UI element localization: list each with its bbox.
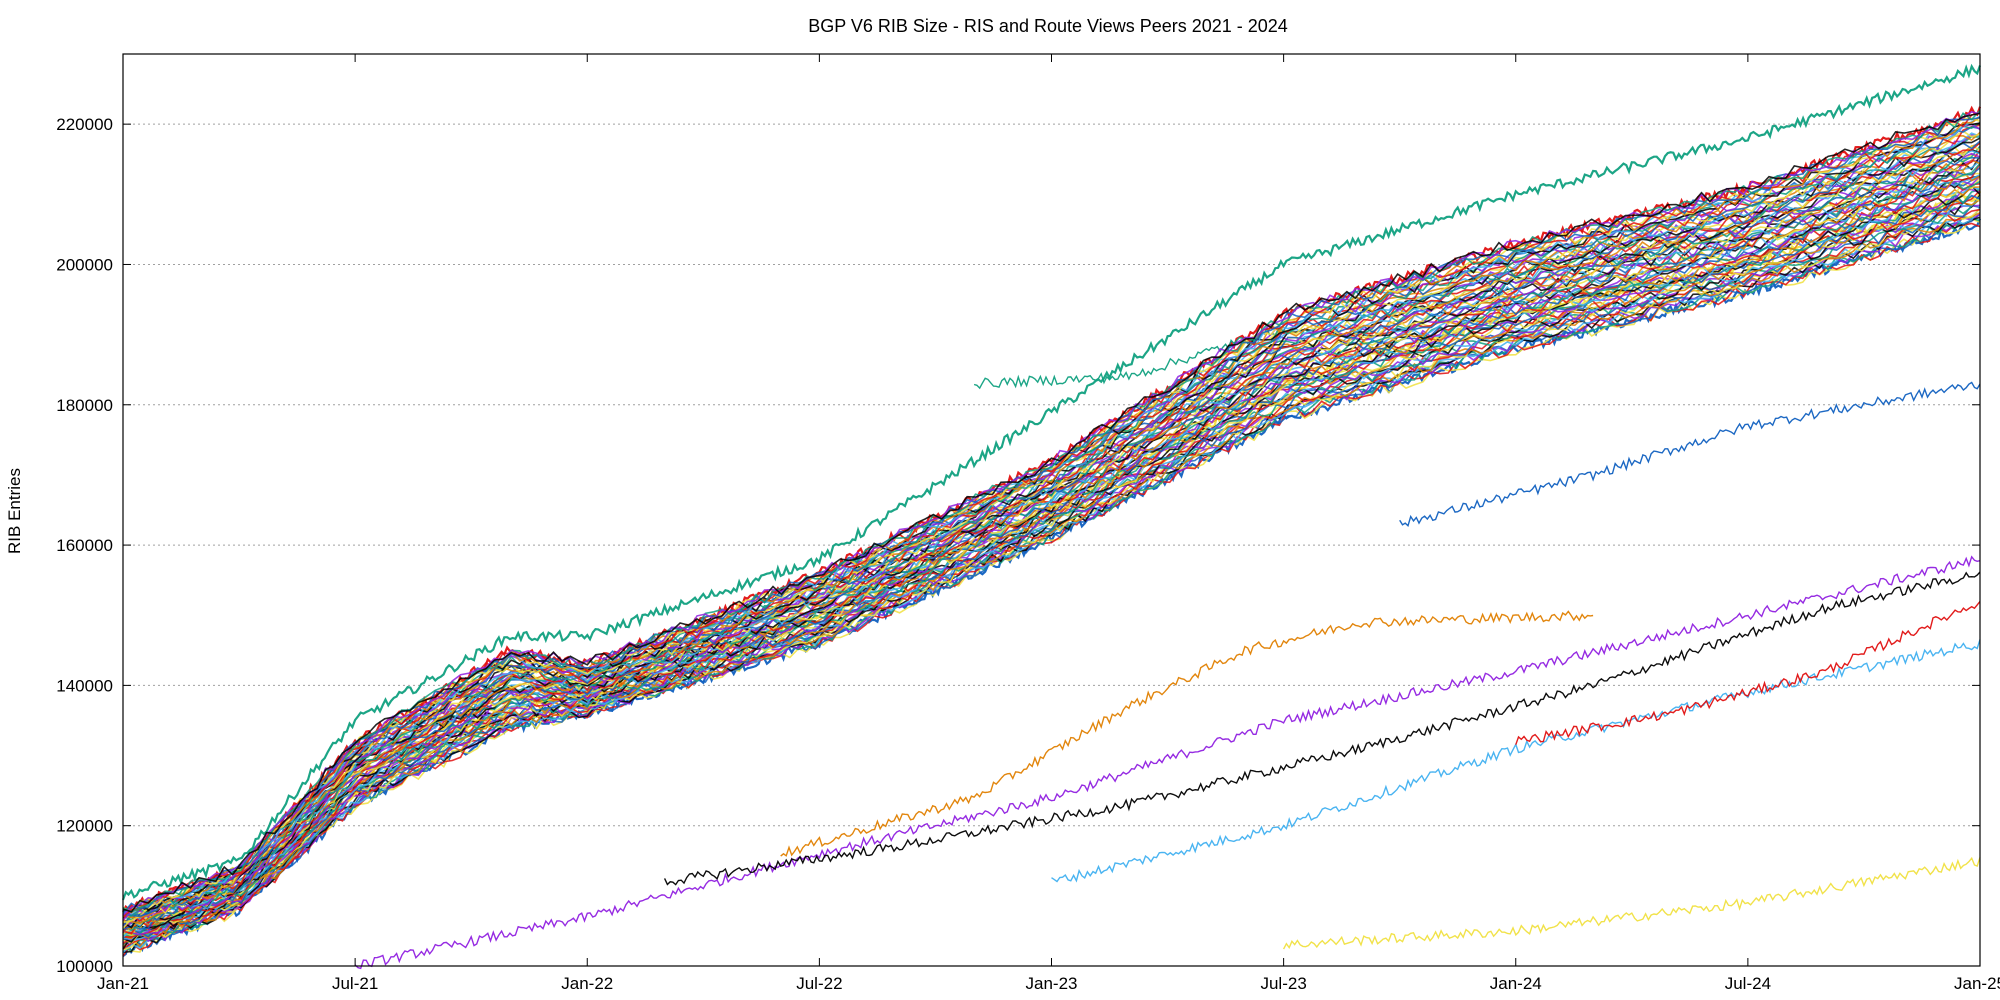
- x-tick-label: Jul-22: [796, 974, 842, 993]
- x-tick-label: Jan-22: [561, 974, 613, 993]
- y-tick-label: 120000: [56, 817, 113, 836]
- y-tick-label: 180000: [56, 396, 113, 415]
- series-line: [973, 324, 1285, 390]
- peer-trace: [122, 195, 1981, 942]
- peer-trace: [122, 206, 1981, 954]
- series-line: [1282, 856, 1981, 950]
- peer-trace: [122, 213, 1981, 948]
- peer-trace: [122, 184, 1981, 943]
- peer-trace: [122, 211, 1981, 948]
- axes: 100000 120000 140000 160000 180000 200000 2200…: [56, 53, 2000, 993]
- peer-trace: [122, 144, 1981, 929]
- peer-trace: [122, 197, 1981, 946]
- peer-trace: [122, 160, 1981, 934]
- y-tick-label: 160000: [56, 536, 113, 555]
- x-tick-label: Jan-21: [97, 974, 149, 993]
- series-line: [663, 571, 1981, 886]
- y-tick-label: 100000: [56, 957, 113, 976]
- x-tick-label: Jan-25: [1954, 974, 2000, 993]
- peer-trace: [122, 110, 1981, 913]
- peer-trace: [122, 218, 1981, 953]
- peer-trace: [122, 189, 1981, 945]
- peer-trace: [122, 208, 1981, 951]
- x-tick-label: Jul-21: [332, 974, 378, 993]
- y-tick-label: 220000: [56, 115, 113, 134]
- peer-trace: [122, 216, 1981, 954]
- peer-trace: [122, 175, 1981, 935]
- peer-trace: [122, 194, 1981, 950]
- peer-trace: [122, 208, 1981, 950]
- peer-trace: [122, 204, 1981, 943]
- series-line: [1515, 601, 1981, 745]
- series-line: [122, 218, 1982, 957]
- peer-trace: [122, 186, 1981, 940]
- peer-trace: [122, 195, 1981, 944]
- peer-trace: [122, 213, 1981, 954]
- series-line: [121, 63, 1982, 901]
- plot-area: [121, 63, 1982, 970]
- peer-trace: [122, 111, 1981, 916]
- series-line: [780, 610, 1594, 857]
- y-tick-label: 200000: [56, 255, 113, 274]
- peer-trace: [122, 199, 1981, 942]
- chart-title: BGP V6 RIB Size - RIS and Route Views Pe…: [808, 16, 1288, 36]
- x-tick-label: Jan-24: [1490, 974, 1542, 993]
- y-tick-label: 140000: [56, 676, 113, 695]
- series-line: [1399, 381, 1981, 527]
- peer-trace: [122, 222, 1981, 957]
- peer-trace: [122, 140, 1981, 927]
- peer-trace: [122, 137, 1981, 919]
- peer-trace: [122, 215, 1981, 952]
- series-line: [122, 191, 1982, 941]
- peer-trace: [122, 126, 1981, 918]
- peer-trace: [122, 186, 1981, 940]
- x-tick-label: Jan-23: [1026, 974, 1078, 993]
- series-line: [354, 555, 1981, 970]
- peer-trace: [122, 131, 1981, 919]
- x-tick-label: Jul-24: [1725, 974, 1771, 993]
- x-tick-label: Jul-23: [1260, 974, 1306, 993]
- series-line: [1051, 639, 1981, 883]
- plot-frame: [122, 53, 1981, 967]
- y-axis-label: RIB Entries: [5, 468, 24, 554]
- peer-trace: [122, 204, 1981, 945]
- peer-trace: [122, 123, 1981, 921]
- peer-trace: [122, 112, 1981, 913]
